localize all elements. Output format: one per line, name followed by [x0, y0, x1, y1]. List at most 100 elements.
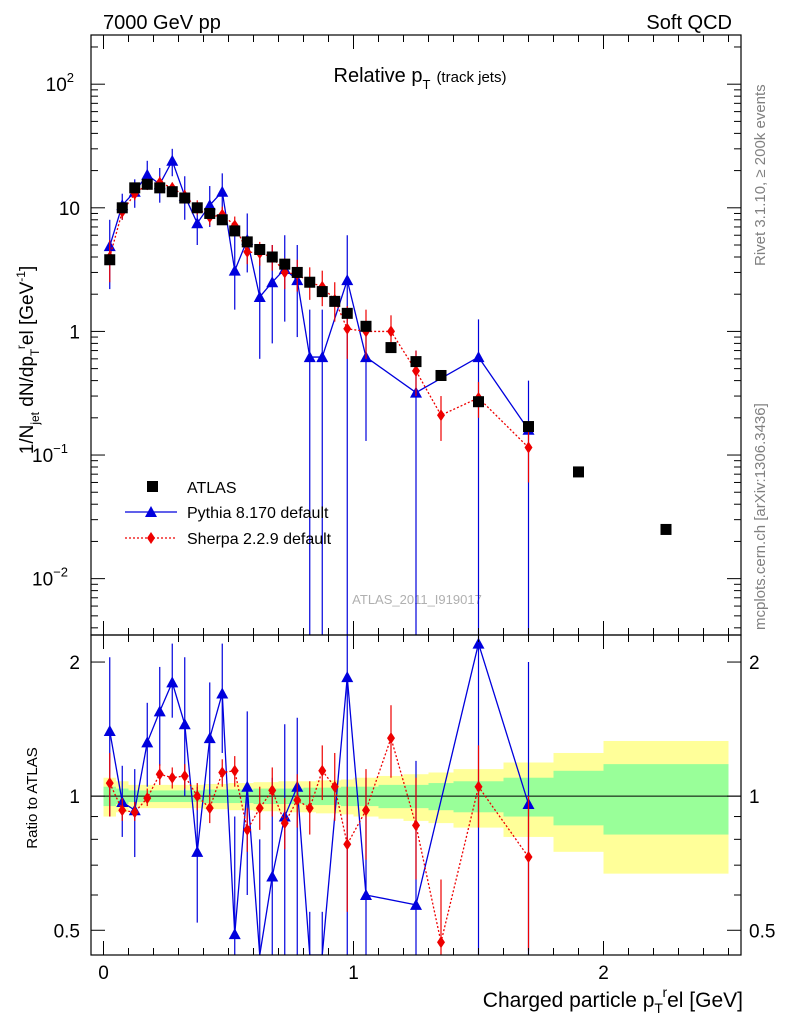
main-atlas-point: [141, 178, 153, 190]
main-atlas-point: [266, 251, 278, 263]
ratio-sherpa-point: [268, 784, 277, 797]
ratio-y-tick-label: 2: [69, 653, 80, 674]
main-plot-title: Relative pT (track jets): [334, 65, 507, 92]
main-atlas-point: [116, 202, 128, 214]
ratio-pythia-point: [178, 718, 191, 730]
ratio-uncertainty-inner: [553, 770, 604, 826]
main-pythia-point: [191, 217, 204, 229]
ratio-sherpa-point: [180, 769, 189, 782]
main-y-tick-label: 102: [46, 70, 74, 96]
main-atlas-point: [304, 276, 316, 288]
main-atlas-point: [279, 258, 291, 270]
ratio-y-tick-label-right: 2: [749, 653, 760, 674]
main-atlas-point: [660, 523, 672, 535]
rivet-version-label: Rivet 3.1.10, ≥ 200k events: [752, 84, 769, 266]
main-atlas-point: [435, 369, 447, 381]
main-pythia-point: [228, 264, 241, 276]
main-atlas-point: [316, 286, 328, 298]
main-atlas-point: [473, 396, 484, 408]
main-y-tick-label: 10−2: [32, 565, 68, 591]
main-atlas-point: [360, 320, 372, 332]
ratio-sherpa-point: [230, 764, 239, 777]
main-atlas-point: [341, 307, 353, 319]
ratio-sherpa-point: [143, 792, 152, 805]
ratio-sherpa-point: [280, 817, 289, 830]
main-sherpa-point: [412, 364, 420, 377]
main-atlas-point: [129, 182, 141, 194]
ratio-pythia-point: [166, 676, 179, 688]
main-sherpa-point: [343, 322, 352, 335]
ratio-sherpa-point: [218, 766, 227, 779]
main-plot-panel: Relative pT (track jets) 1/Njet dN/dpTrel…: [14, 34, 742, 636]
legend-label-pythia: Pythia 8.170 default: [187, 505, 329, 522]
ratio-pythia-point: [153, 705, 166, 717]
ratio-sherpa-point: [293, 794, 302, 807]
ratio-sherpa-point: [193, 790, 202, 803]
ratio-sherpa-point: [387, 732, 395, 745]
main-pythia-point: [472, 351, 485, 363]
main-atlas-point: [573, 466, 584, 478]
main-pythia-point: [166, 154, 179, 166]
main-y-tick-label: 10−1: [32, 441, 68, 467]
main-pythia-point: [341, 274, 354, 286]
ratio-pythia-point: [141, 736, 154, 748]
x-tick-label: 2: [598, 963, 609, 984]
ratio-sherpa-point: [474, 780, 483, 793]
ratio-sherpa-point: [155, 768, 164, 781]
ratio-pythia-point: [203, 732, 216, 744]
ratio-pythia-point: [216, 687, 229, 699]
ratio-sherpa-point: [168, 771, 177, 784]
main-atlas-point: [410, 356, 422, 368]
main-atlas-point: [166, 186, 178, 198]
ratio-sherpa-point: [243, 823, 252, 836]
x-tick-label: 1: [348, 963, 359, 984]
analysis-watermark: ATLAS_2011_I919017: [352, 592, 482, 607]
mcplots-credit-label: mcplots.cern.ch [arXiv:1306.3436]: [752, 403, 769, 630]
ratio-sherpa-point: [105, 777, 114, 790]
ratio-y-axis-label: Ratio to ATLAS: [24, 747, 41, 848]
header-collision-label: 7000 GeV pp: [103, 12, 221, 34]
ratio-uncertainty-inner: [603, 764, 729, 835]
ratio-plot-panel: 0.5 0.5 1 1 2 2 0 1 2 Ratio to ATLAS Charged par…: [24, 634, 775, 1016]
ratio-sherpa-point: [437, 936, 445, 949]
ratio-y-tick-label-right: 1: [749, 787, 760, 808]
ratio-sherpa-line: [109, 735, 530, 943]
main-atlas-point: [523, 421, 534, 433]
ratio-pythia-point: [341, 671, 354, 683]
main-sherpa-point: [524, 441, 533, 454]
main-atlas-point: [291, 266, 303, 278]
ratio-y-tick-label: 0.5: [54, 921, 80, 942]
main-pythia-point: [216, 185, 229, 197]
main-pythia-point: [141, 168, 154, 180]
ratio-pythia-point: [472, 637, 485, 649]
main-sherpa-line: [109, 181, 529, 448]
ratio-plot-frame: [90, 634, 742, 956]
ratio-sherpa-point: [205, 802, 214, 815]
main-atlas-point: [154, 182, 166, 194]
main-pythia-point: [266, 276, 279, 288]
ratio-sherpa-point: [255, 802, 264, 815]
main-atlas-point: [179, 192, 191, 204]
ratio-sherpa-point: [318, 764, 327, 777]
ratio-pythia-point: [228, 928, 241, 940]
ratio-pythia-point: [191, 845, 204, 857]
main-y-tick-label: 1: [69, 322, 80, 343]
ratio-sherpa-point: [330, 780, 339, 793]
main-atlas-point: [385, 342, 397, 354]
legend-marker-atlas: [147, 481, 158, 492]
ratio-pythia-point: [410, 898, 422, 910]
main-atlas-point: [329, 295, 341, 307]
ratio-pythia-point: [241, 780, 254, 792]
main-atlas-point: [216, 214, 228, 226]
ratio-sherpa-point: [130, 806, 139, 819]
ratio-sherpa-point: [524, 851, 533, 864]
x-axis-label: Charged particle pTrel [GeV]: [483, 984, 743, 1016]
main-pythia-point: [316, 351, 329, 363]
ratio-sherpa-point: [343, 838, 352, 851]
main-y-tick-label: 10: [59, 199, 80, 220]
ratio-sherpa-point: [305, 802, 314, 815]
legend-marker-sherpa: [147, 532, 155, 544]
main-pythia-point: [303, 351, 316, 363]
ratio-sherpa-point: [362, 804, 370, 817]
